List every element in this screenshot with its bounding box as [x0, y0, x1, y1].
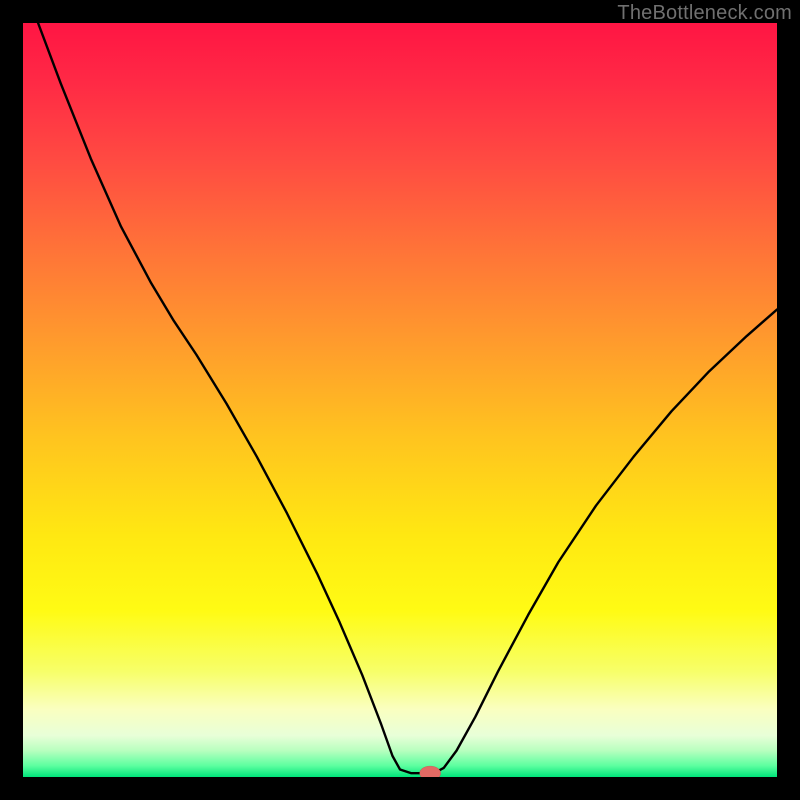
- chart-frame: TheBottleneck.com: [0, 0, 800, 800]
- plot-area: [23, 23, 777, 777]
- gradient-background: [23, 23, 777, 777]
- watermark-label: TheBottleneck.com: [617, 2, 792, 25]
- bottleneck-curve-chart: [23, 23, 777, 777]
